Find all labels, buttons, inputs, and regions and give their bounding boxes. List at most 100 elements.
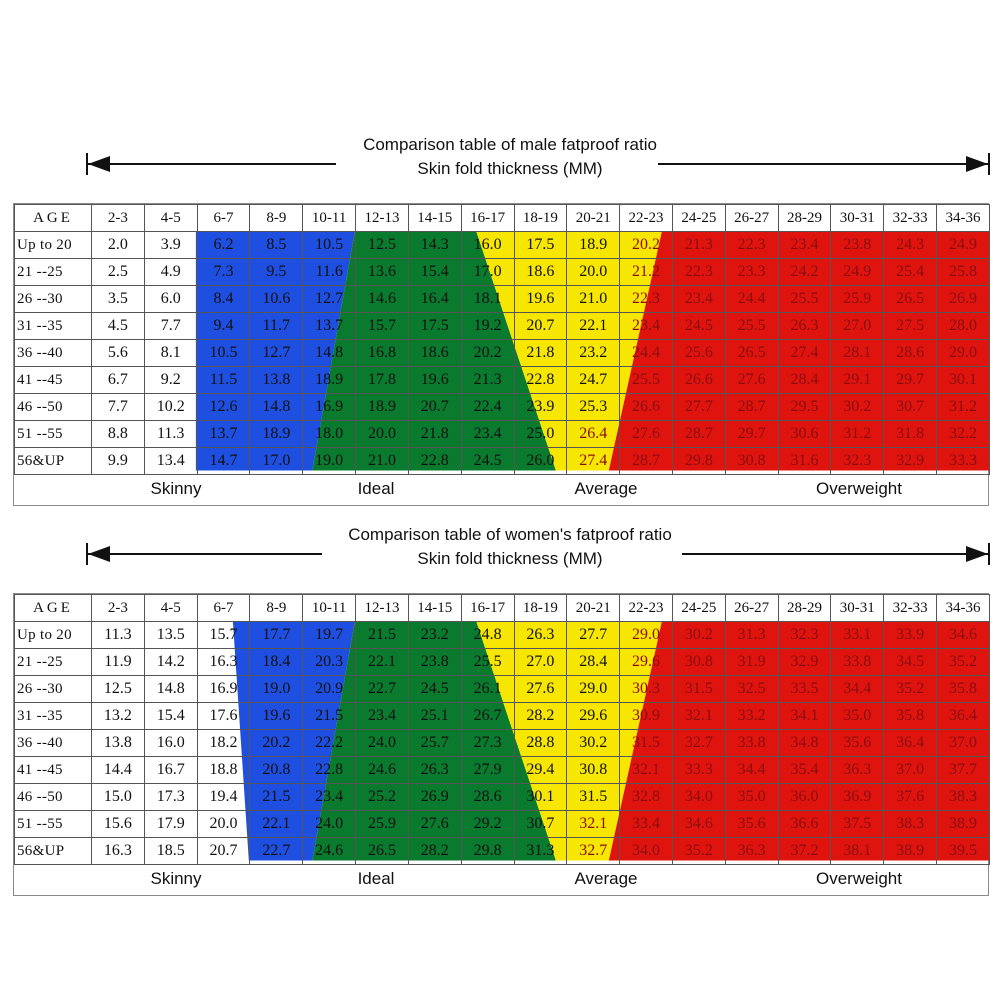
table-cell: 24.5 <box>407 675 462 703</box>
table-row: 46 --50 7.7 10.2 12.6 14.8 16.9 18.9 20.7 22.4 23… <box>14 393 990 421</box>
table-cell: 30.8 <box>671 648 726 676</box>
table-cell: 22.4 <box>460 393 515 421</box>
table-cell: 2.0 <box>91 231 145 259</box>
table-cell: 18.6 <box>407 339 462 367</box>
table-cell: 25.5 <box>777 285 832 313</box>
column-header: 34-36 <box>936 594 990 622</box>
table-cell: 18.6 <box>513 258 568 286</box>
table-cell: 22.7 <box>249 837 304 865</box>
chart-subtitle: Skin fold thickness (MM) <box>417 159 603 178</box>
column-header: 4-5 <box>143 204 198 232</box>
column-header: 20-21 <box>566 594 621 622</box>
table-cell: 14.4 <box>91 756 145 784</box>
table-cell: 30.3 <box>619 675 673 703</box>
table-cell: 9.4 <box>196 312 251 340</box>
table-cell: 38.3 <box>936 783 990 811</box>
table-cell: 27.5 <box>883 312 937 340</box>
table-cell: 28.7 <box>671 420 726 448</box>
table-cell: 33.2 <box>724 702 779 730</box>
table-cell: 28.8 <box>513 729 568 757</box>
male-grid: AGE 2-3 4-5 6-7 8-9 10-11 12-13 14-15 16-17 18-19… <box>14 204 990 475</box>
table-cell: 3.5 <box>91 285 145 313</box>
table-cell: 20.0 <box>355 420 409 448</box>
table-cell: 23.2 <box>407 621 462 649</box>
table-cell: 13.7 <box>302 312 357 340</box>
table-cell: 6.0 <box>143 285 198 313</box>
table-row: 41 --45 6.7 9.2 11.5 13.8 18.9 17.8 19.6 21.3 22.… <box>14 366 990 394</box>
table-cell: 22.1 <box>355 648 409 676</box>
table-cell: 26.3 <box>513 621 568 649</box>
table-cell: 18.4 <box>249 648 304 676</box>
table-cell: 37.7 <box>936 756 990 784</box>
age-label: 36 --40 <box>14 729 92 757</box>
table-cell: 20.2 <box>249 729 304 757</box>
table-cell: 18.8 <box>196 756 251 784</box>
table-cell: 26.4 <box>566 420 621 448</box>
column-header: 4-5 <box>143 594 198 622</box>
table-cell: 4.5 <box>91 312 145 340</box>
table-cell: 20.0 <box>566 258 621 286</box>
table-cell: 2.5 <box>91 258 145 286</box>
table-cell: 24.3 <box>883 231 937 259</box>
category-overweight: Overweight <box>816 479 902 498</box>
table-cell: 25.5 <box>724 312 779 340</box>
table-cell: 14.8 <box>143 675 198 703</box>
table-cell: 37.2 <box>777 837 832 865</box>
table-cell: 14.3 <box>407 231 462 259</box>
table-cell: 29.7 <box>883 366 937 394</box>
table-cell: 18.2 <box>196 729 251 757</box>
double-arrow-icon <box>86 543 990 565</box>
table-cell: 18.9 <box>249 420 304 448</box>
table-cell: 25.7 <box>407 729 462 757</box>
table-cell: 24.6 <box>302 837 357 865</box>
table-cell: 12.5 <box>91 675 145 703</box>
column-header: 32-33 <box>883 594 937 622</box>
table-cell: 22.8 <box>513 366 568 394</box>
table-cell: 24.8 <box>460 621 515 649</box>
table-cell: 26.5 <box>883 285 937 313</box>
table-cell: 24.9 <box>830 258 885 286</box>
table-cell: 30.1 <box>513 783 568 811</box>
table-cell: 28.6 <box>460 783 515 811</box>
table-cell: 32.2 <box>936 420 990 448</box>
table-cell: 22.8 <box>302 756 357 784</box>
table-cell: 22.1 <box>249 810 304 838</box>
table-row: 21 --25 11.9 14.2 16.3 18.4 20.3 22.1 23.8 25.5 2… <box>14 648 990 676</box>
table-cell: 35.8 <box>936 675 990 703</box>
table-row: Up to 20 11.3 13.5 15.7 17.7 19.7 21.5 23.2 24.8… <box>14 621 990 649</box>
table-cell: 36.6 <box>777 810 832 838</box>
table-cell: 19.4 <box>196 783 251 811</box>
table-cell: 34.0 <box>671 783 726 811</box>
table-cell: 15.6 <box>91 810 145 838</box>
column-header: 22-23 <box>619 594 673 622</box>
male-table: AGE 2-3 4-5 6-7 8-9 10-11 12-13 14-15 16-17 18-19… <box>13 203 990 506</box>
table-cell: 31.2 <box>830 420 885 448</box>
column-header: 16-17 <box>460 594 515 622</box>
table-cell: 32.1 <box>566 810 621 838</box>
column-header: 14-15 <box>407 594 462 622</box>
table-cell: 34.1 <box>777 702 832 730</box>
chart-title: Comparison table of male fatproof ratio <box>363 135 657 154</box>
table-cell: 20.3 <box>302 648 357 676</box>
table-cell: 20.2 <box>460 339 515 367</box>
column-header: 12-13 <box>355 594 409 622</box>
category-average: Average <box>574 479 638 498</box>
table-cell: 24.0 <box>355 729 409 757</box>
table-cell: 21.2 <box>619 258 673 286</box>
table-cell: 38.3 <box>883 810 937 838</box>
column-header: 2-3 <box>91 204 145 232</box>
table-cell: 13.2 <box>91 702 145 730</box>
column-header: 22-23 <box>619 204 673 232</box>
table-cell: 12.7 <box>302 285 357 313</box>
header-row: AGE 2-3 4-5 6-7 8-9 10-11 12-13 14-15 16-17 18-19… <box>14 594 990 622</box>
table-cell: 21.5 <box>355 621 409 649</box>
table-cell: 26.9 <box>936 285 990 313</box>
table-cell: 38.9 <box>883 837 937 865</box>
table-cell: 27.9 <box>460 756 515 784</box>
table-cell: 10.6 <box>249 285 304 313</box>
table-cell: 35.4 <box>777 756 832 784</box>
table-cell: 31.3 <box>513 837 568 865</box>
table-cell: 10.5 <box>196 339 251 367</box>
table-cell: 17.6 <box>196 702 251 730</box>
column-header: 14-15 <box>407 204 462 232</box>
